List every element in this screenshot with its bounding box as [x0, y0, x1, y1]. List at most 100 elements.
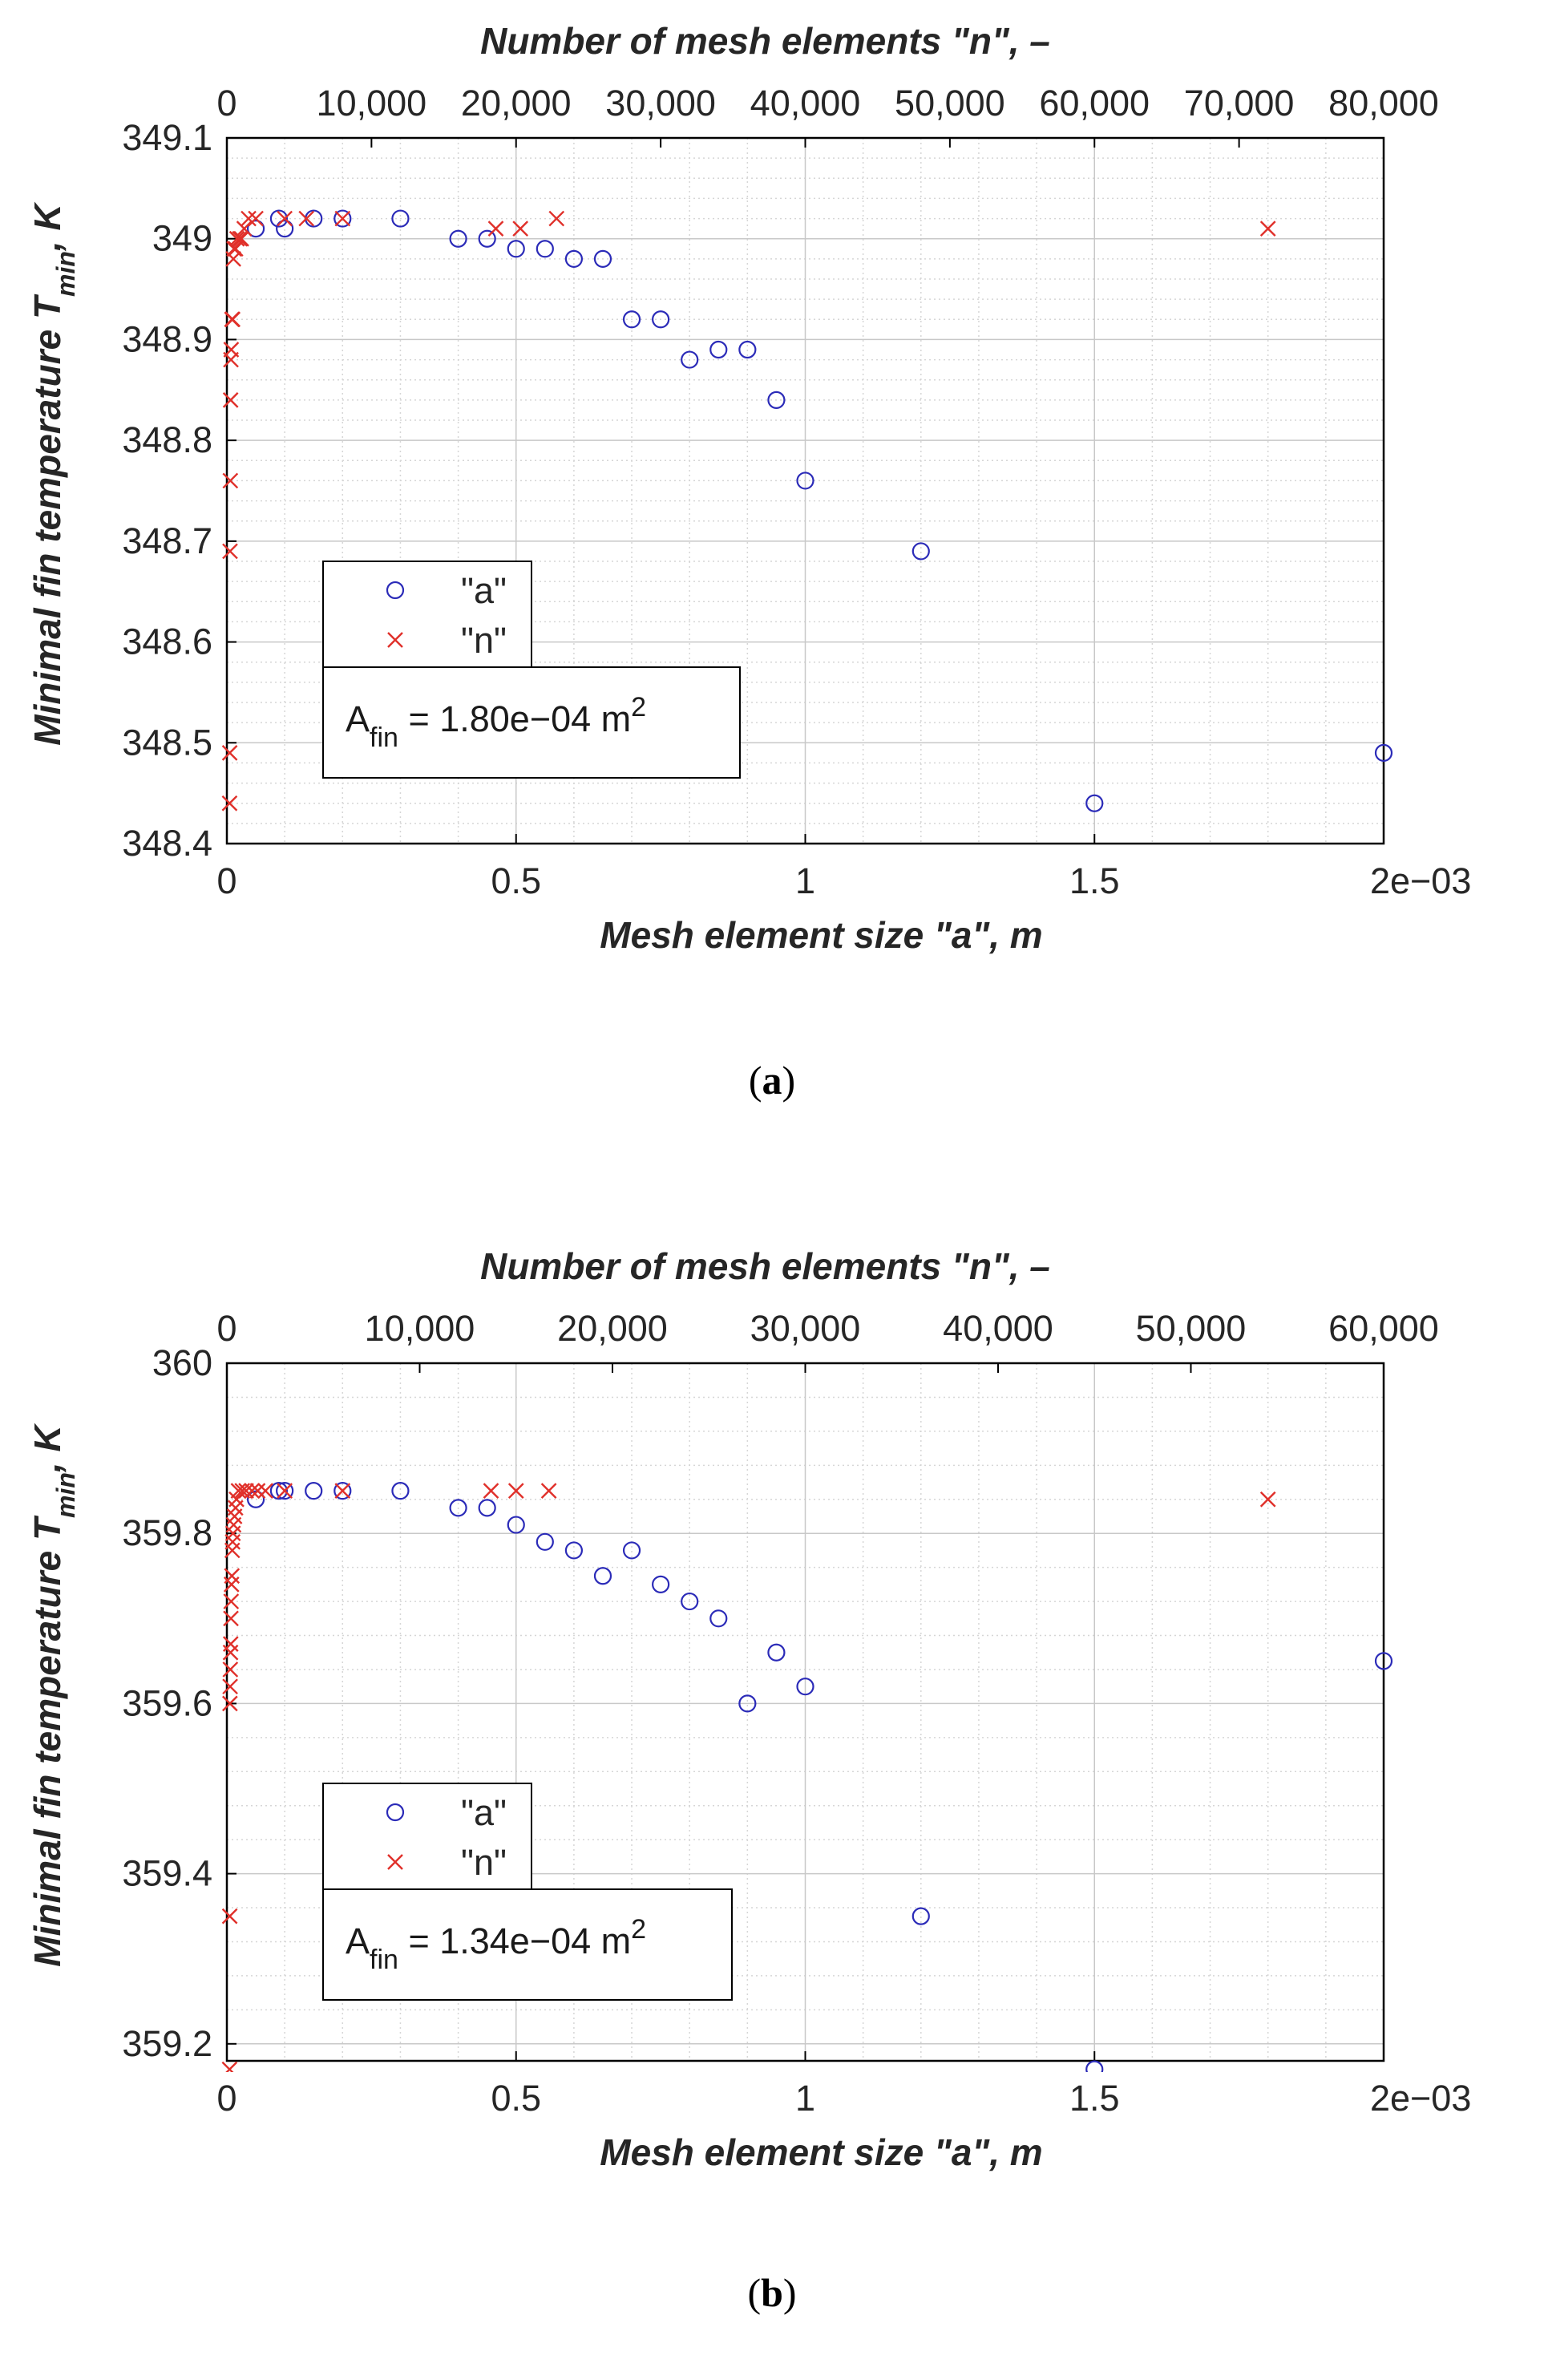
- point-a: [449, 1499, 467, 1517]
- point-n: [277, 1483, 293, 1499]
- point-n: [221, 795, 238, 812]
- y-tick-label: 359.6: [122, 1682, 212, 1723]
- point-a: [449, 229, 467, 248]
- point-a: [1085, 2060, 1104, 2072]
- y-axis-title-suffix: , K: [26, 1423, 68, 1474]
- point-a: [593, 1567, 612, 1585]
- legend-marker-n: [387, 1854, 403, 1870]
- point-a: [1085, 794, 1104, 812]
- annotation-box: [322, 666, 741, 779]
- y-tick-label: 359.4: [122, 1853, 212, 1894]
- point-a: [391, 1482, 410, 1500]
- x-bottom-axis-title: Mesh element size "a", m: [600, 914, 1042, 956]
- point-n: [223, 342, 240, 358]
- x-top-tick-label: 40,000: [943, 1308, 1053, 1349]
- x-top-tick-label: 80,000: [1328, 83, 1439, 123]
- point-n: [334, 210, 351, 227]
- point-n: [222, 1662, 239, 1678]
- point-n: [228, 230, 245, 247]
- legend-marker-a: [386, 581, 405, 600]
- y-tick-label: 348.6: [122, 621, 212, 662]
- y-axis-title-sub: min: [51, 1472, 80, 1518]
- point-a: [622, 1541, 641, 1560]
- annotation-mid: = 1.80e−04 m: [398, 698, 631, 739]
- x-top-axis-title: Number of mesh elements "n", –: [480, 20, 1050, 62]
- point-a: [246, 220, 265, 238]
- point-n: [512, 221, 529, 237]
- annotation-sup: 2: [631, 1914, 646, 1945]
- legend-box: [322, 561, 532, 668]
- annotation: Afin = 1.80e−04 m2: [322, 666, 741, 779]
- x-bottom-tick-label: 0.5: [491, 860, 541, 901]
- x-top-tick-label: 50,000: [895, 83, 1005, 123]
- legend-label-n: "n": [461, 620, 507, 661]
- point-n: [257, 1483, 273, 1499]
- x-bottom-tick-label: 0: [216, 2078, 236, 2119]
- annotation-main: A: [346, 698, 370, 739]
- y-tick-label: 359.2: [122, 2023, 212, 2064]
- y-tick-label: 349.1: [122, 117, 212, 158]
- legend-marker-a: [386, 1803, 405, 1822]
- y-axis-title-sub: min: [51, 251, 80, 297]
- point-a: [681, 350, 699, 369]
- point-n: [232, 230, 249, 247]
- x-top-tick-label: 10,000: [317, 83, 427, 123]
- y-axis-title: Minimal fin temperature Tmin, K: [26, 1423, 80, 1967]
- point-a: [246, 1490, 265, 1508]
- y-tick-label: 349: [152, 218, 212, 259]
- point-a: [796, 472, 814, 490]
- point-n: [222, 472, 239, 489]
- point-a: [269, 209, 289, 228]
- point-n: [277, 210, 293, 227]
- annotation-sub: fin: [370, 1945, 398, 1975]
- point-n: [238, 1483, 254, 1499]
- x-top-tick-label: 70,000: [1184, 83, 1295, 123]
- legend-label-a: "a": [461, 1792, 507, 1833]
- x-bottom-tick-label: 1: [795, 860, 815, 901]
- point-a: [709, 1609, 728, 1628]
- point-n: [223, 1610, 239, 1627]
- point-a: [536, 1532, 554, 1551]
- point-n: [223, 1593, 240, 1609]
- point-n: [548, 210, 565, 227]
- point-n: [222, 543, 238, 560]
- point-n: [244, 1483, 261, 1499]
- point-a: [276, 1482, 294, 1500]
- point-a: [1374, 1652, 1393, 1670]
- legend: "a" "n": [322, 561, 532, 668]
- legend-label-a: "a": [461, 570, 507, 611]
- point-a: [738, 1694, 757, 1713]
- x-top-tick-label: 20,000: [461, 83, 572, 123]
- y-axis-title-main: Minimal fin temperature T: [26, 1515, 68, 1967]
- y-tick-label: 348.5: [122, 722, 212, 763]
- x-top-tick-label: 0: [216, 1308, 236, 1349]
- point-a: [622, 310, 641, 329]
- point-n: [221, 1695, 238, 1712]
- markers: [221, 209, 1393, 812]
- point-n: [298, 210, 315, 227]
- point-a: [391, 209, 410, 228]
- point-a: [507, 1516, 525, 1534]
- point-n: [540, 1483, 557, 1499]
- y-axis-title-main: Minimal fin temperature T: [26, 293, 68, 746]
- x-bottom-tick-label: 0: [216, 860, 236, 901]
- annotation-main: A: [346, 1921, 370, 1961]
- point-a: [681, 1592, 699, 1611]
- point-a: [536, 240, 554, 258]
- x-bottom-tick-label: 2: [1370, 860, 1390, 901]
- y-tick-label: 348.9: [122, 318, 212, 359]
- point-n: [483, 1483, 499, 1499]
- point-a: [796, 1678, 814, 1696]
- y-tick-label: 359.8: [122, 1512, 212, 1553]
- point-a: [767, 1643, 786, 1662]
- y-axis-title-suffix: , K: [26, 202, 68, 253]
- annotation-box: [322, 1888, 733, 2001]
- point-n: [507, 1483, 524, 1499]
- x-bottom-tick-label: 1: [795, 2078, 815, 2119]
- y-tick-label: 348.4: [122, 823, 212, 864]
- point-a: [652, 310, 670, 329]
- annotation-text: Afin = 1.34e−04 m2: [346, 1914, 646, 1975]
- point-a: [478, 229, 496, 248]
- point-n: [222, 1636, 239, 1652]
